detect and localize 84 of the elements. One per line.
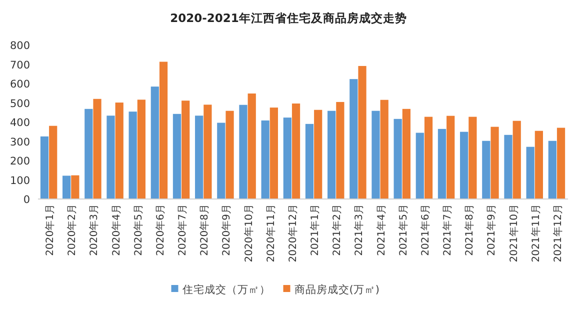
bar: [358, 66, 366, 199]
legend-label: 商品房成交(万㎡): [294, 283, 380, 296]
bar: [172, 114, 182, 199]
y-tick-label: 500: [10, 98, 30, 110]
bar: [394, 118, 402, 199]
bar: [402, 108, 410, 199]
y-tick-label: 300: [10, 136, 30, 148]
bar: [438, 128, 446, 199]
bar: [195, 116, 204, 199]
x-tick-label: 2020年11月: [264, 204, 277, 262]
x-tick-label: 2021年11月: [530, 204, 542, 262]
x-tick-label: 2020年4月: [110, 204, 122, 256]
bar: [115, 102, 124, 199]
bar: [159, 62, 168, 199]
bar: [328, 110, 336, 199]
bar: [380, 100, 388, 199]
bar: [446, 116, 455, 199]
x-tick-label: 2020年10月: [242, 204, 255, 262]
bar: [217, 122, 226, 199]
bar: [270, 108, 278, 199]
bar: [512, 120, 521, 199]
x-tick-label: 2021年7月: [442, 204, 454, 256]
bar: [128, 112, 137, 199]
y-tick-label: 200: [10, 156, 30, 168]
bar: [40, 136, 49, 199]
bar: [526, 146, 534, 199]
x-tick-label: 2020年1月: [44, 204, 56, 256]
x-tick-label: 2021年3月: [353, 204, 366, 256]
bar: [490, 126, 499, 199]
bar: [460, 132, 468, 199]
bar: [314, 110, 322, 199]
bar: [468, 116, 477, 199]
bar: [248, 94, 256, 199]
y-tick-label: 800: [10, 40, 30, 52]
bar: [416, 132, 424, 199]
bar: [93, 98, 102, 199]
y-tick-label: 100: [10, 174, 30, 187]
bar: [204, 104, 212, 199]
y-tick-label: 400: [10, 117, 30, 129]
bar: [182, 100, 190, 199]
y-tick-label: 0: [23, 194, 30, 206]
bar: [283, 118, 292, 199]
bar: [424, 116, 433, 199]
x-tick-label: 2020年5月: [132, 204, 144, 256]
bar: [239, 104, 248, 199]
bar: [482, 140, 490, 199]
bar: [556, 128, 566, 199]
bar: [350, 79, 358, 199]
x-tick-label: 2021年2月: [331, 204, 344, 256]
bar: [504, 134, 512, 199]
x-tick-label: 2021年5月: [397, 204, 410, 256]
bar: [137, 100, 146, 199]
chart-title: 2020-2021年江西省住宅及商品房成交走势: [170, 11, 407, 25]
x-tick-label: 2020年7月: [176, 204, 189, 256]
x-tick-label: 2020年3月: [88, 204, 100, 256]
bar: [305, 124, 314, 199]
x-tick-label: 2021年12月: [552, 204, 564, 262]
x-tick-label: 2020年12月: [286, 204, 299, 262]
x-tick-label: 2020年6月: [154, 204, 166, 256]
bar: [49, 126, 58, 199]
x-tick-label: 2021年4月: [375, 204, 388, 256]
bar: [261, 120, 270, 199]
x-tick-label: 2021年9月: [486, 204, 498, 256]
bar: [150, 86, 159, 199]
x-tick-label: 2020年8月: [198, 204, 211, 256]
legend-label: 住宅成交（万㎡）: [182, 283, 270, 296]
x-tick-label: 2020年9月: [220, 204, 233, 256]
bar: [226, 110, 234, 199]
x-tick-label: 2021年10月: [508, 204, 520, 262]
bar: [84, 108, 93, 199]
x-tick-label: 2020年2月: [66, 204, 78, 256]
y-tick-label: 700: [10, 59, 30, 72]
x-tick-label: 2021年6月: [419, 204, 432, 256]
y-tick-label: 600: [10, 78, 30, 90]
bar: [106, 116, 115, 199]
bar: [62, 176, 71, 199]
bar: [71, 175, 80, 199]
x-tick-label: 2021年1月: [309, 204, 322, 256]
bar: [548, 140, 556, 199]
bar: [336, 102, 344, 199]
bar: [292, 104, 300, 199]
x-tick-label: 2021年8月: [464, 204, 476, 256]
bar: [534, 130, 543, 199]
bar: [372, 110, 380, 199]
